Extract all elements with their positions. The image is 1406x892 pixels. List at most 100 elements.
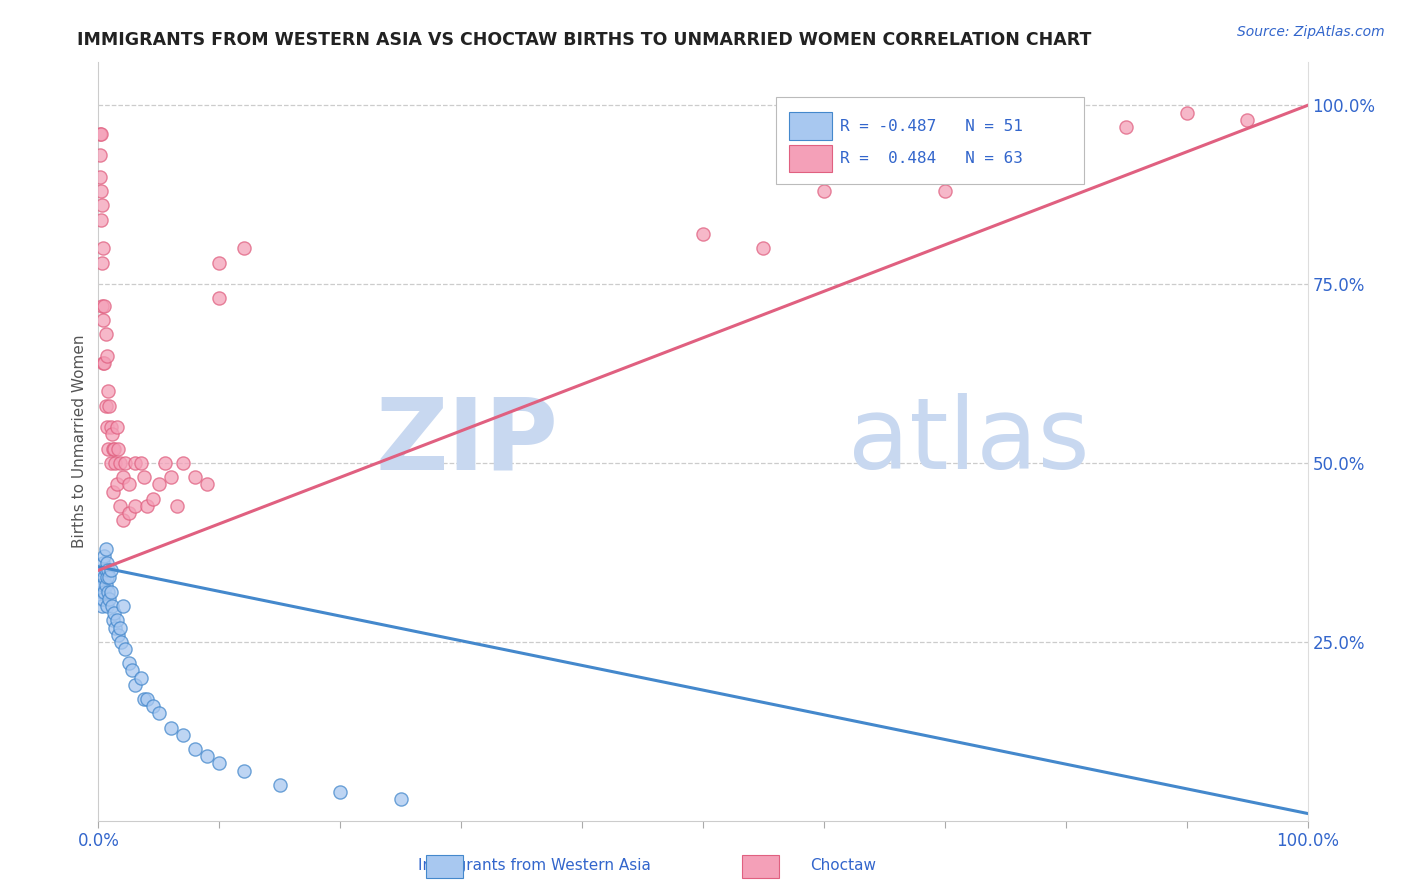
Point bbox=[90, 184, 112, 198]
Point bbox=[91, 241, 114, 255]
Text: R =  0.484   N = 63: R = 0.484 N = 63 bbox=[839, 152, 1022, 166]
Point bbox=[166, 499, 188, 513]
Point bbox=[105, 613, 128, 627]
Point bbox=[114, 642, 136, 657]
Point bbox=[100, 584, 122, 599]
Point bbox=[94, 541, 117, 556]
Point bbox=[692, 227, 714, 241]
Point bbox=[329, 785, 352, 799]
Point bbox=[97, 584, 120, 599]
Point bbox=[104, 456, 127, 470]
Point bbox=[97, 563, 120, 577]
Point bbox=[172, 728, 194, 742]
Text: Choctaw: Choctaw bbox=[811, 858, 876, 872]
Text: R = -0.487   N = 51: R = -0.487 N = 51 bbox=[839, 119, 1022, 134]
Point bbox=[118, 506, 141, 520]
Point bbox=[118, 477, 141, 491]
FancyBboxPatch shape bbox=[776, 96, 1084, 184]
Point bbox=[184, 742, 207, 756]
Point bbox=[1175, 105, 1198, 120]
Point bbox=[90, 577, 112, 591]
Y-axis label: Births to Unmarried Women: Births to Unmarried Women bbox=[72, 334, 87, 549]
Point bbox=[96, 420, 118, 434]
Point bbox=[100, 456, 122, 470]
Point bbox=[93, 570, 115, 584]
Point bbox=[105, 420, 128, 434]
Point bbox=[195, 477, 218, 491]
Point bbox=[100, 563, 122, 577]
Point bbox=[184, 470, 207, 484]
Point bbox=[101, 484, 124, 499]
Point bbox=[135, 692, 157, 706]
Point bbox=[103, 606, 125, 620]
Point bbox=[813, 184, 835, 198]
Text: atlas: atlas bbox=[848, 393, 1090, 490]
Point bbox=[91, 299, 114, 313]
Point bbox=[89, 148, 111, 162]
Point bbox=[114, 456, 136, 470]
Point bbox=[108, 499, 131, 513]
Point bbox=[91, 556, 114, 570]
Point bbox=[103, 442, 125, 456]
Point bbox=[94, 327, 117, 342]
Text: Source: ZipAtlas.com: Source: ZipAtlas.com bbox=[1237, 25, 1385, 39]
Point bbox=[208, 756, 231, 771]
Point bbox=[89, 570, 111, 584]
Point bbox=[93, 299, 115, 313]
Point bbox=[89, 169, 111, 184]
Point bbox=[91, 313, 114, 327]
Point bbox=[389, 792, 412, 806]
Point bbox=[160, 721, 183, 735]
Point bbox=[134, 692, 156, 706]
Point bbox=[104, 620, 127, 634]
Point bbox=[97, 384, 120, 399]
Point bbox=[89, 127, 111, 141]
Point bbox=[100, 427, 122, 442]
Point bbox=[232, 241, 254, 255]
Point bbox=[269, 778, 291, 792]
Point bbox=[111, 513, 134, 527]
Point bbox=[1054, 155, 1077, 169]
Point bbox=[153, 456, 176, 470]
Point bbox=[208, 256, 231, 270]
Point bbox=[96, 349, 118, 363]
Point bbox=[142, 491, 165, 506]
Point bbox=[105, 477, 128, 491]
Text: ZIP: ZIP bbox=[375, 393, 558, 490]
Point bbox=[118, 657, 141, 671]
Point bbox=[96, 556, 118, 570]
Point bbox=[934, 184, 956, 198]
Text: IMMIGRANTS FROM WESTERN ASIA VS CHOCTAW BIRTHS TO UNMARRIED WOMEN CORRELATION CH: IMMIGRANTS FROM WESTERN ASIA VS CHOCTAW … bbox=[77, 31, 1091, 49]
Point bbox=[129, 671, 152, 685]
Point bbox=[108, 620, 131, 634]
Point bbox=[101, 613, 124, 627]
Point bbox=[160, 470, 183, 484]
Point bbox=[96, 599, 118, 613]
Point bbox=[94, 563, 117, 577]
Point bbox=[107, 442, 129, 456]
Point bbox=[1115, 120, 1137, 134]
Point bbox=[91, 563, 114, 577]
Point bbox=[98, 570, 121, 584]
Text: Immigrants from Western Asia: Immigrants from Western Asia bbox=[418, 858, 651, 872]
Point bbox=[129, 456, 152, 470]
Point bbox=[97, 442, 120, 456]
Point bbox=[91, 198, 114, 212]
Point bbox=[195, 749, 218, 764]
Point bbox=[111, 599, 134, 613]
Point bbox=[91, 356, 114, 370]
Point bbox=[93, 584, 115, 599]
Point bbox=[134, 470, 156, 484]
Point bbox=[1236, 112, 1258, 127]
Point bbox=[124, 499, 146, 513]
Point bbox=[124, 456, 146, 470]
Point bbox=[98, 399, 121, 413]
Point bbox=[91, 591, 114, 606]
Point bbox=[107, 628, 129, 642]
Point bbox=[91, 599, 114, 613]
Point bbox=[121, 664, 143, 678]
Point bbox=[232, 764, 254, 778]
Point bbox=[208, 292, 231, 306]
Point bbox=[148, 477, 170, 491]
Point bbox=[98, 591, 121, 606]
